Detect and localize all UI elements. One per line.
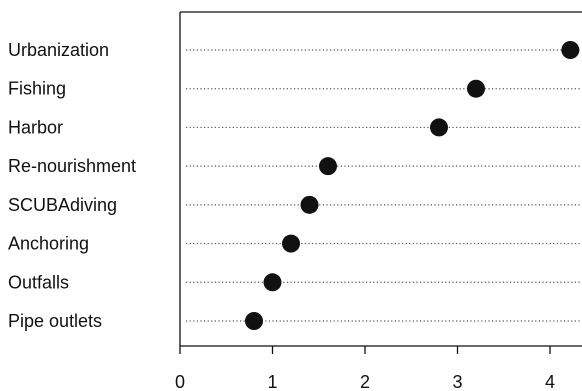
point-outfalls <box>263 273 282 292</box>
x-axis-ticks: 0 1 2 3 4 <box>175 346 555 391</box>
point-re-nourishment <box>319 157 337 176</box>
point-urbanization <box>561 41 580 59</box>
point-harbor <box>430 118 448 137</box>
category-label-scubadiving: SCUBAdiving <box>8 195 117 215</box>
x-tick-label-2: 2 <box>360 372 370 391</box>
category-label-harbor: Harbor <box>8 117 63 137</box>
plot-frame <box>179 11 582 347</box>
x-tick-label-4: 4 <box>545 372 555 391</box>
x-tick-label-0: 0 <box>175 372 185 391</box>
data-points <box>245 41 580 330</box>
point-fishing <box>467 79 485 98</box>
category-label-re-nourishment: Re-nourishment <box>8 156 136 176</box>
category-labels: Urbanization Fishing Harbor Re-nourishment S… <box>8 40 136 331</box>
category-label-outfalls: Outfalls <box>8 272 69 292</box>
guide-lines <box>186 49 582 322</box>
x-tick-label-3: 3 <box>452 372 462 391</box>
point-pipe-outlets <box>245 312 263 330</box>
category-label-fishing: Fishing <box>8 79 66 99</box>
category-label-pipe-outlets: Pipe outlets <box>8 311 102 331</box>
category-label-urbanization: Urbanization <box>8 40 109 60</box>
point-anchoring <box>282 234 300 253</box>
x-tick-label-1: 1 <box>267 372 277 391</box>
category-label-anchoring: Anchoring <box>8 234 89 254</box>
point-scubadiving <box>300 195 319 214</box>
